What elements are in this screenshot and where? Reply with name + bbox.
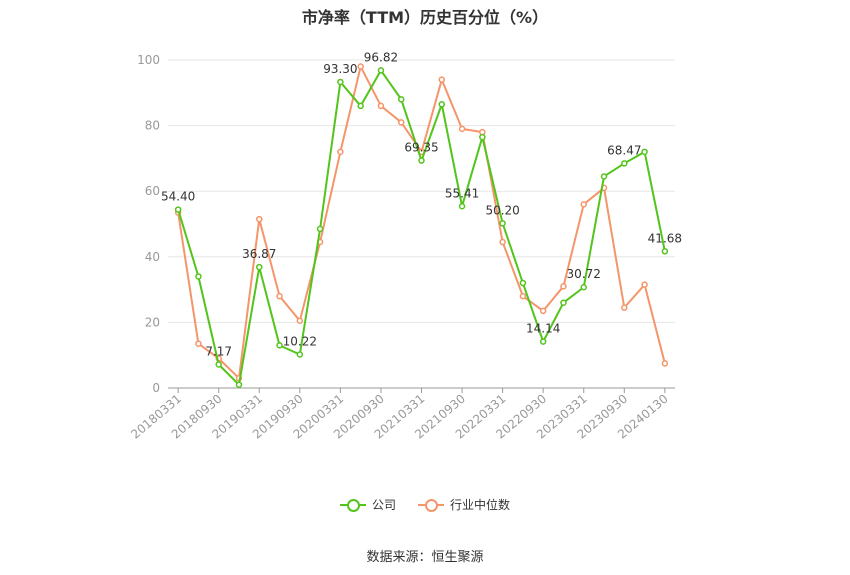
series-line-industry-median <box>177 65 666 380</box>
point-industry-median-20190630 <box>276 292 283 300</box>
y-tick-label-0: 0 <box>152 381 160 395</box>
data-label-20180331: 54.40 <box>161 190 195 204</box>
point-company-20210930 <box>458 203 466 210</box>
point-company-20230930 <box>621 160 628 167</box>
series-line-company <box>177 69 666 386</box>
data-source: 数据来源：恒生聚源 <box>366 550 484 565</box>
point-industry-median-20221231 <box>560 283 567 290</box>
point-company-20201231 <box>397 96 405 103</box>
point-company-20220930 <box>539 338 547 345</box>
y-tick-label-40: 40 <box>145 250 160 264</box>
point-company-20210331 <box>418 157 425 164</box>
point-company-20190331 <box>256 263 263 271</box>
point-company-20180930 <box>215 361 222 368</box>
legend: 公司 行业中位数 <box>0 496 850 513</box>
y-tick-label-60: 60 <box>145 184 160 198</box>
point-industry-median-20200930 <box>377 102 385 110</box>
legend-item-industry-median[interactable]: 行业中位数 <box>418 496 510 513</box>
point-company-20200630 <box>357 102 364 110</box>
data-label-20210930: 55.41 <box>445 186 479 200</box>
point-industry-median-20180630 <box>195 340 202 347</box>
chart-title: 市净率（TTM）历史百分位（%） <box>301 8 549 27</box>
legend-label-industry-median: 行业中位数 <box>450 498 511 512</box>
point-company-20231231 <box>641 148 648 156</box>
point-industry-median-20240130 <box>661 360 669 367</box>
point-industry-median-20200630 <box>357 63 364 70</box>
point-company-20190930 <box>296 351 304 358</box>
point-company-20180630 <box>195 273 202 280</box>
y-tick-label-80: 80 <box>145 119 160 133</box>
data-label-20210331: 69.35 <box>404 141 438 155</box>
legend-item-company[interactable]: 公司 <box>339 496 396 513</box>
point-industry-median-20220630 <box>519 292 527 300</box>
y-tick-label-20: 20 <box>145 315 160 329</box>
point-industry-median-20220930 <box>539 307 547 315</box>
data-label-20220930: 14.14 <box>526 322 560 336</box>
point-industry-median-20230331 <box>580 201 587 208</box>
data-label-20180930: 7.17 <box>205 344 232 358</box>
legend-swatch-industry-median <box>418 498 444 512</box>
data-label-20230331: 30.72 <box>567 267 601 281</box>
point-company-20230630 <box>600 173 608 180</box>
legend-label-company: 公司 <box>371 498 396 512</box>
data-label-20200930: 96.82 <box>364 50 398 64</box>
data-label-20240130: 41.68 <box>648 231 682 245</box>
point-industry-median-20210930 <box>458 125 466 133</box>
point-company-20220630 <box>519 279 527 287</box>
point-industry-median-20190331 <box>256 215 263 223</box>
point-company-20220331 <box>499 220 506 227</box>
point-company-20200930 <box>377 67 385 74</box>
point-company-20190630 <box>276 342 283 349</box>
point-industry-median-20220331 <box>499 238 506 246</box>
point-industry-median-20231231 <box>641 281 648 288</box>
point-company-20200331 <box>337 78 344 86</box>
point-company-20240130 <box>661 248 669 255</box>
point-company-20230331 <box>580 283 587 291</box>
data-label-20190930: 10.22 <box>283 334 317 348</box>
y-tick-label-100: 100 <box>137 53 160 67</box>
point-company-20211231 <box>479 133 486 141</box>
point-industry-median-20190930 <box>296 317 304 325</box>
point-industry-median-20230930 <box>621 304 628 311</box>
point-industry-median-20210630 <box>438 76 446 83</box>
point-company-20191231 <box>316 225 324 233</box>
point-company-20221231 <box>560 299 567 306</box>
point-company-20210630 <box>438 101 446 108</box>
point-industry-median-20200331 <box>337 148 344 156</box>
data-label-20190331: 36.87 <box>242 247 276 261</box>
data-label-20200331: 93.30 <box>323 62 357 76</box>
point-company-20180331 <box>174 206 182 213</box>
point-company-20181231 <box>235 381 243 388</box>
point-industry-median-20201231 <box>397 119 405 126</box>
legend-swatch-company <box>339 498 366 512</box>
data-label-20230930: 68.47 <box>607 143 641 157</box>
data-label-20220331: 50.20 <box>485 203 519 217</box>
